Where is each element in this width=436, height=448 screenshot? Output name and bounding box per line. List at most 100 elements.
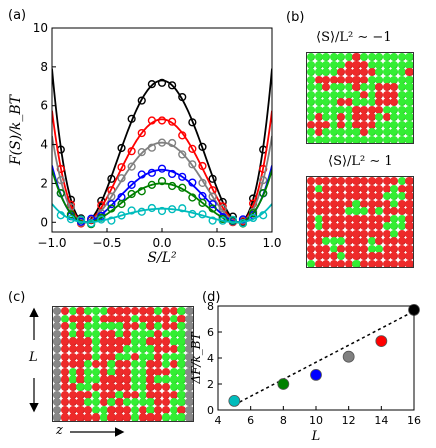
spin-cell — [76, 360, 85, 369]
spin-cell — [123, 367, 132, 376]
fe-point-1-17 — [228, 218, 237, 227]
spin-cell — [382, 259, 391, 267]
spin-cell — [314, 105, 323, 114]
spin-cell — [375, 68, 384, 77]
spin-cell — [161, 307, 171, 316]
spin-cell — [123, 322, 132, 331]
spin-cell — [115, 405, 124, 414]
spin-cell — [314, 128, 323, 137]
spin-cell — [344, 199, 353, 208]
fe-point-0-5 — [107, 174, 116, 183]
spin-cell — [307, 199, 316, 208]
fe-point-5-8 — [137, 207, 146, 216]
spin-cell — [405, 177, 413, 186]
panel-b-label: (b) — [286, 10, 305, 25]
a-ytick-label-4: 8 — [40, 60, 48, 74]
spin-cell — [154, 390, 163, 399]
spin-cell — [322, 75, 331, 84]
spin-cell — [352, 53, 361, 62]
spin-cell — [329, 244, 338, 253]
spin-cell — [307, 120, 316, 129]
fe-point-0-17 — [228, 212, 237, 221]
spin-cell — [115, 383, 124, 392]
spin-cell — [322, 229, 331, 238]
barrier-point-4 — [375, 335, 388, 348]
spin-cell — [344, 83, 353, 92]
spin-cell — [344, 60, 353, 69]
spin-cell — [367, 199, 376, 208]
spin-cell — [107, 360, 116, 369]
spin-cell — [360, 237, 369, 246]
spin-cell — [390, 184, 399, 193]
spin-cell — [375, 229, 384, 238]
spin-cell — [76, 367, 85, 376]
spin-cell — [146, 352, 155, 361]
spin-cell — [91, 322, 101, 331]
spin-cell — [99, 329, 109, 338]
spin-cell — [390, 214, 399, 223]
spin-cell — [84, 337, 93, 346]
spin-cell — [53, 329, 62, 338]
spin-cell — [405, 184, 413, 193]
spin-cell — [352, 259, 361, 267]
spin-cell — [115, 367, 124, 376]
spin-cell — [185, 390, 193, 399]
spin-cell — [337, 83, 346, 92]
spin-cell — [405, 128, 413, 137]
spin-cell — [322, 68, 331, 77]
fe-point-5-10 — [157, 206, 167, 216]
spin-cell — [322, 83, 331, 92]
spin-cell — [329, 184, 338, 193]
spin-cell — [337, 192, 346, 201]
spin-cell — [337, 259, 346, 267]
spin-cell — [76, 390, 85, 399]
d-xtick-label-3: 10 — [309, 414, 323, 427]
spin-cell — [138, 322, 147, 331]
spin-cell — [76, 322, 85, 331]
spin-cell — [322, 207, 331, 216]
spin-cell — [307, 105, 316, 114]
spin-cell — [138, 307, 147, 316]
spin-cell — [185, 405, 193, 414]
spin-cell — [177, 405, 186, 414]
spin-cell — [344, 222, 353, 231]
spin-cell — [344, 192, 353, 201]
spin-cell — [360, 222, 369, 231]
spin-cell — [367, 252, 376, 261]
spin-cell — [123, 390, 132, 399]
spin-cell — [76, 413, 85, 421]
spin-cell — [76, 307, 85, 316]
spin-cell — [185, 352, 193, 361]
spin-cell — [360, 184, 369, 193]
spin-cell — [405, 83, 413, 92]
fe-point-3-3 — [87, 214, 96, 223]
spin-cell — [360, 135, 369, 143]
spin-cell — [99, 345, 109, 354]
spin-cell — [322, 192, 331, 201]
spin-cell — [53, 345, 62, 354]
spin-cell — [169, 314, 179, 323]
fe-point-2-10 — [157, 138, 167, 147]
spin-cell — [375, 60, 384, 69]
fe-point-2-7 — [127, 162, 136, 171]
spin-cell — [161, 322, 171, 331]
spin-cell — [360, 83, 369, 92]
spin-cell — [84, 314, 93, 323]
spin-cell — [53, 383, 62, 392]
z-label: z — [56, 423, 63, 438]
spin-cell — [68, 307, 77, 316]
spin-cell — [185, 367, 193, 376]
spin-cell — [390, 113, 399, 122]
spin-cell — [53, 413, 62, 421]
spin-cell — [53, 405, 62, 414]
fe-point-2-0 — [56, 176, 65, 185]
spin-cell — [185, 360, 193, 369]
spin-cell — [375, 128, 384, 137]
d-xlabel: L — [311, 429, 321, 444]
a-ytick-label-3: 6 — [40, 99, 48, 113]
spin-cell — [337, 75, 346, 84]
spin-cell — [329, 83, 338, 92]
spin-cell — [329, 229, 338, 238]
spin-cell — [390, 75, 399, 84]
spin-cell — [307, 68, 316, 77]
